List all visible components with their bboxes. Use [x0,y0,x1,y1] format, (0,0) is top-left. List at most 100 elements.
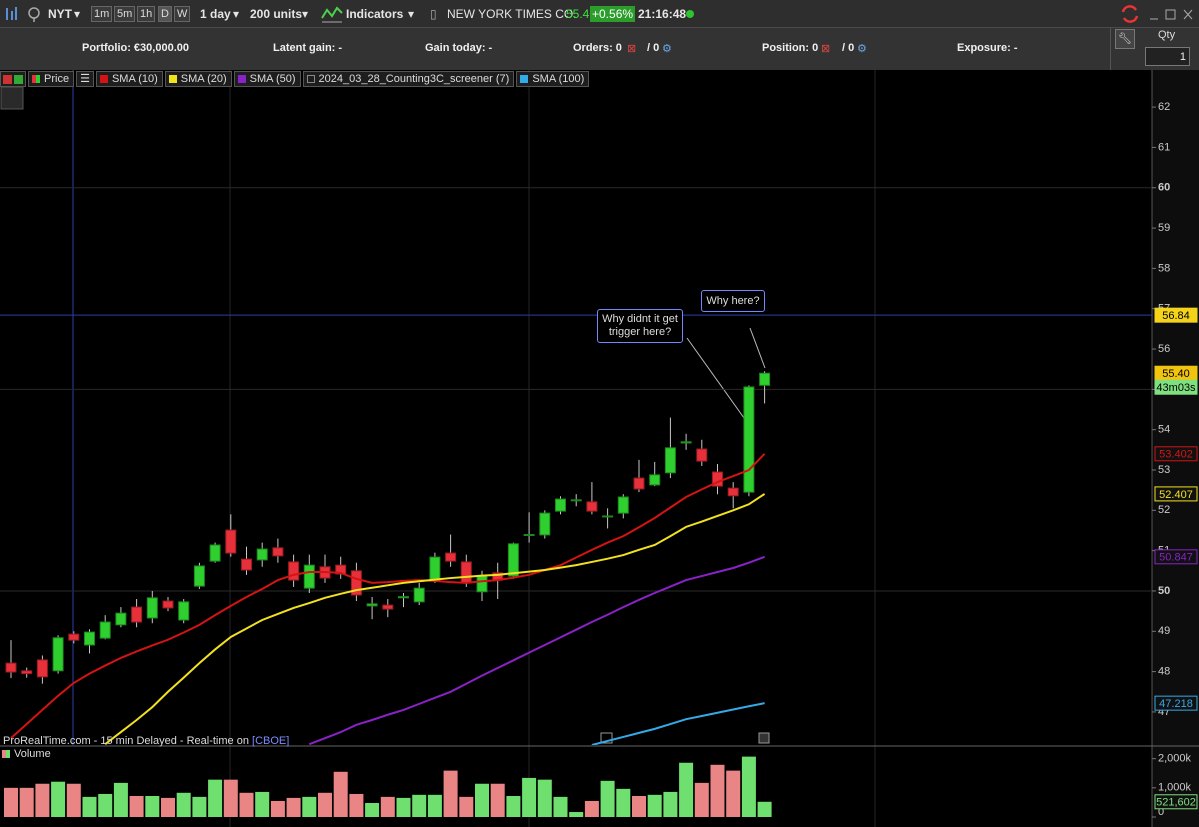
candle-body [350,570,362,596]
legend-item[interactable]: SMA (20) [164,71,232,87]
axis-labels: 4748495051525354555657585960616253.40252… [1152,101,1198,818]
axis-value-box [1154,379,1198,395]
sma-line [10,453,766,739]
candle-body [680,441,692,444]
units-select[interactable]: 200 units [250,7,303,21]
legend-swatch [32,75,40,83]
wrench-button[interactable]: 🔧︎ [1115,29,1135,49]
caret[interactable]: ▾ [408,7,415,21]
exchange[interactable]: [CBOE] [252,735,290,747]
interval-button[interactable]: 1h [137,6,156,22]
chart: 4748495051525354555657585960616253.40252… [0,70,1199,827]
volume-bar [694,782,709,817]
caret[interactable]: ▾ [302,7,309,21]
candle-body [633,477,645,490]
candle-body [523,534,535,537]
volume-bar [318,792,332,817]
annotation[interactable]: Why here? [701,290,765,312]
candle-body [178,601,190,621]
candle-body [84,631,95,646]
legend-swatch [520,75,529,83]
legend-label: SMA (20) [180,73,227,85]
volume-bar [380,796,395,817]
orders[interactable]: Orders: 0 [573,42,622,54]
qty-input[interactable]: 1 [1145,47,1190,66]
chart-background [0,70,1199,827]
clock: 21:16:48 [638,7,687,21]
axis-value-box [1154,446,1198,462]
legend-item[interactable]: SMA (100) [516,71,590,87]
qty-label: Qty [1158,29,1176,41]
cancel-icon[interactable]: ⊠ [821,43,831,55]
y-tick-label: 49 [1158,625,1170,637]
candle-body [241,558,252,571]
y-tick-label: 59 [1158,222,1170,234]
y-tick-label: 53 [1158,464,1170,476]
candle-body [146,597,158,619]
interval-button[interactable]: 1m [91,6,113,22]
volume-bar [176,792,191,817]
volume-bar [51,781,66,817]
legend-item[interactable]: Price [28,71,75,87]
price-pane [0,187,1152,745]
volume-title: Volume [14,748,51,760]
position[interactable]: Position: 0 [762,42,819,54]
y-tick-label: 61 [1158,141,1170,153]
candle-body [398,596,409,599]
legend-label: Price [44,73,70,85]
interval-button[interactable]: W [174,6,191,22]
volume-bar [98,793,113,817]
indicators-button[interactable]: Indicators [346,7,404,21]
volume-bar [427,794,442,817]
legend-item[interactable]: SMA (10) [95,71,163,87]
y-tick-label: 1,000k [1158,782,1192,794]
caret[interactable]: ▾ [233,7,240,21]
legend-label: 2024_03_28_Counting3C_screener (7) [318,73,510,85]
legend-item[interactable]: SMA (50) [233,71,301,87]
axis-value-label: 43m03s [1156,382,1196,394]
volume-bar [600,780,615,817]
last-price: 55.40 [566,7,597,21]
candle-body [288,561,300,581]
legend-swatch [306,75,315,83]
volume-bar [66,783,81,817]
axis-value-label: 50.847 [1159,552,1193,564]
candle-body [445,552,457,562]
candle-body [476,575,488,593]
volume-bar [757,801,772,817]
y-tick-label: 2,000k [1158,753,1192,765]
window-controls[interactable] [1120,4,1199,24]
axis-value-label: 52.407 [1159,489,1193,501]
cancel-icon[interactable]: ⊠ [627,43,637,55]
volume-bar [255,791,270,817]
candle-body [115,612,127,626]
annotation[interactable]: Why didnt it get trigger here? [597,309,683,343]
legend-label: SMA (10) [111,73,158,85]
info-icon[interactable] [758,732,770,744]
caret[interactable]: ▾ [74,7,81,21]
candle-body [664,447,676,474]
instrument-name: NEW YORK TIMES CO. [447,7,577,21]
volume-bar [443,770,458,817]
y-tick-label: 54 [1158,424,1170,436]
volume-bar [679,762,694,817]
symbol[interactable]: NYT [48,7,72,21]
interval-button[interactable]: D [158,6,172,22]
candle-body [131,606,143,623]
legend-item[interactable]: 2024_03_28_Counting3C_screener (7) [302,71,515,87]
candle-body [272,547,284,557]
annotation-leader [686,337,750,426]
calendar-icon[interactable] [600,732,613,744]
candle-body [162,600,174,609]
candle-body [36,659,48,678]
settings-icon[interactable]: ⚙ [857,43,867,55]
candle-body [52,637,64,672]
interval-button[interactable]: 5m [114,6,136,22]
period-select[interactable]: 1 day [200,7,231,21]
volume-bar [208,779,223,817]
volume-bar [616,788,631,817]
volume-bar [35,783,50,817]
pane-tool[interactable] [0,86,24,110]
legend-swatch [99,75,108,83]
settings-icon[interactable]: ⚙ [662,43,672,55]
